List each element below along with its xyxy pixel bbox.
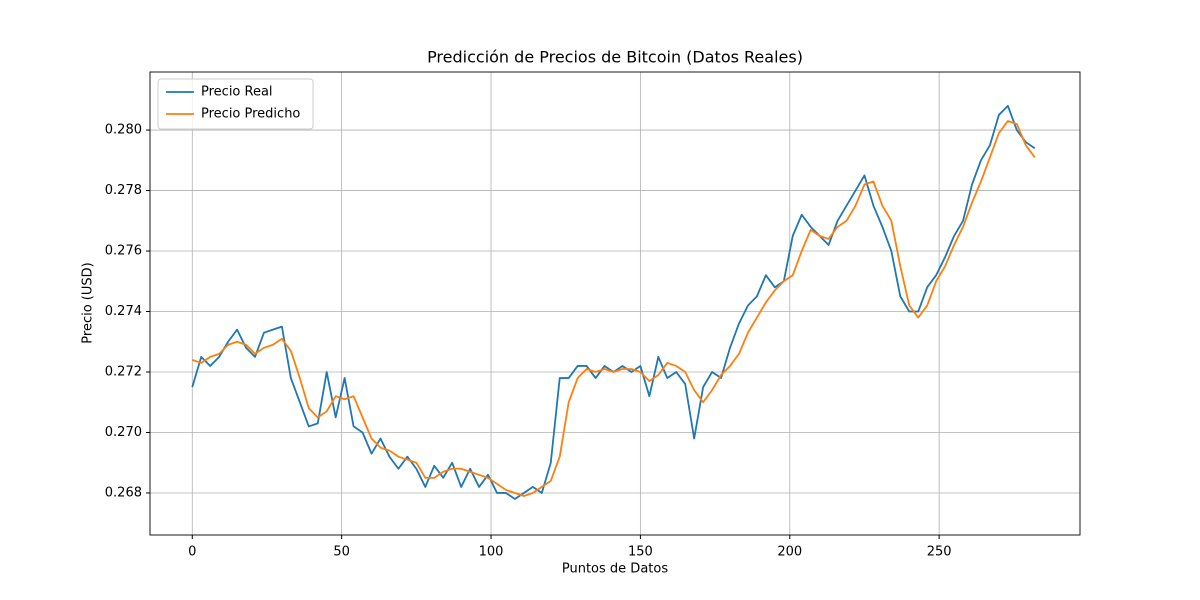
x-tick-label: 0 xyxy=(188,545,196,560)
x-tick-label: 200 xyxy=(777,545,802,560)
x-tick-label: 250 xyxy=(927,545,952,560)
y-axis-label: Precio (USD) xyxy=(81,262,96,343)
legend-label: Precio Real xyxy=(201,85,273,100)
y-tick-label: 0.268 xyxy=(105,485,142,500)
plot-frame xyxy=(149,71,1081,536)
x-tick-label: 50 xyxy=(333,545,350,560)
x-tick-label: 100 xyxy=(479,545,504,560)
y-tick-label: 0.274 xyxy=(105,304,142,319)
legend-box xyxy=(157,78,314,130)
data-line xyxy=(191,120,1036,497)
x-axis-label: Puntos de Datos xyxy=(562,562,668,577)
x-tick-label: 150 xyxy=(628,545,653,560)
y-tick-label: 0.270 xyxy=(105,425,142,440)
y-tick-label: 0.280 xyxy=(105,123,142,138)
y-tick-label: 0.272 xyxy=(105,364,142,379)
legend-label: Precio Predicho xyxy=(201,107,300,122)
y-tick-label: 0.278 xyxy=(105,183,142,198)
chart-title: Predicción de Precios de Bitcoin (Datos … xyxy=(427,48,803,67)
legend: Precio Real Precio Predicho xyxy=(157,78,314,130)
y-tick-label: 0.276 xyxy=(105,244,142,259)
